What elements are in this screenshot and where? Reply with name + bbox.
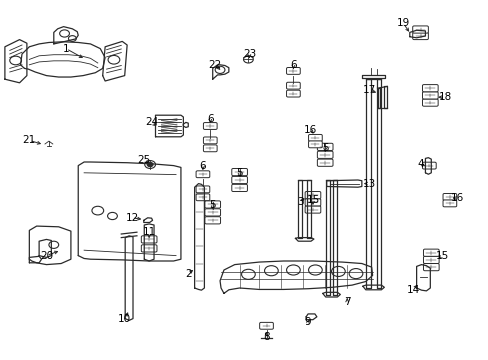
FancyBboxPatch shape [203,137,217,144]
FancyBboxPatch shape [317,151,332,158]
FancyBboxPatch shape [204,201,220,208]
FancyBboxPatch shape [442,194,456,200]
FancyBboxPatch shape [231,168,247,176]
FancyBboxPatch shape [308,134,322,141]
Text: 2: 2 [184,269,191,279]
Text: 1: 1 [62,44,69,54]
FancyBboxPatch shape [317,143,332,150]
Text: 17: 17 [362,85,375,95]
Text: 16: 16 [449,193,463,203]
FancyBboxPatch shape [423,249,438,256]
Text: 15: 15 [305,195,319,205]
FancyBboxPatch shape [231,184,247,192]
FancyBboxPatch shape [422,85,437,92]
Text: 22: 22 [208,60,222,70]
Text: 18: 18 [437,92,451,102]
FancyBboxPatch shape [286,67,300,74]
Text: 19: 19 [396,18,409,28]
Text: 25: 25 [137,155,151,165]
FancyBboxPatch shape [412,32,427,40]
FancyBboxPatch shape [196,194,209,201]
Text: 10: 10 [118,314,131,324]
FancyBboxPatch shape [196,186,209,193]
FancyBboxPatch shape [286,82,300,89]
Text: 5: 5 [209,200,216,210]
FancyBboxPatch shape [204,217,220,224]
FancyBboxPatch shape [442,200,456,207]
FancyBboxPatch shape [203,145,217,152]
Text: 21: 21 [22,135,36,145]
Text: 14: 14 [406,285,419,295]
Text: 6: 6 [289,60,296,70]
Text: 8: 8 [263,332,269,342]
FancyBboxPatch shape [422,162,435,169]
FancyBboxPatch shape [308,141,322,148]
Text: 6: 6 [206,114,213,124]
FancyBboxPatch shape [305,192,320,199]
FancyBboxPatch shape [259,323,273,329]
FancyBboxPatch shape [423,256,438,264]
Text: 23: 23 [242,49,256,59]
Text: 15: 15 [435,251,448,261]
Text: 6: 6 [199,161,206,171]
Text: 5: 5 [236,168,243,178]
Text: 9: 9 [304,317,311,327]
FancyBboxPatch shape [423,264,438,271]
FancyBboxPatch shape [286,90,300,97]
FancyBboxPatch shape [141,245,157,252]
Text: 16: 16 [303,125,317,135]
Circle shape [147,162,153,167]
Text: 7: 7 [343,297,350,307]
FancyBboxPatch shape [422,99,437,106]
FancyBboxPatch shape [231,176,247,184]
Text: 24: 24 [144,117,158,127]
FancyBboxPatch shape [196,171,209,177]
Text: 13: 13 [362,179,375,189]
FancyBboxPatch shape [141,236,157,243]
Text: 3: 3 [297,197,304,207]
FancyBboxPatch shape [203,122,217,129]
FancyBboxPatch shape [412,26,427,33]
FancyBboxPatch shape [422,92,437,99]
Text: 20: 20 [40,251,53,261]
FancyBboxPatch shape [204,209,220,216]
Text: 5: 5 [321,143,328,153]
Text: 4: 4 [416,159,423,169]
FancyBboxPatch shape [305,199,320,206]
FancyBboxPatch shape [317,159,332,166]
Text: 12: 12 [125,213,139,223]
Text: 11: 11 [142,227,156,237]
FancyBboxPatch shape [305,206,320,213]
